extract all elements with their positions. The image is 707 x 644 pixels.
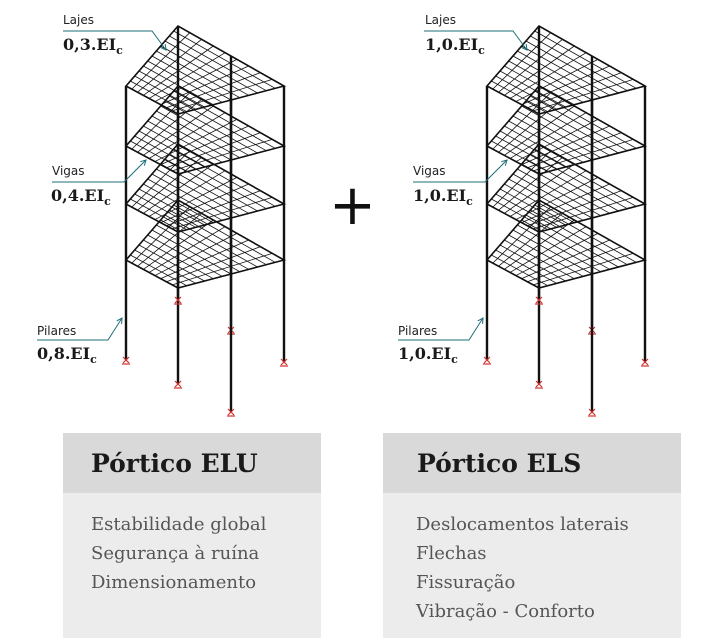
list-item: Fissuração	[416, 572, 516, 593]
slab-grid	[485, 198, 648, 289]
support-icon	[535, 380, 543, 389]
value-pilares-elu: 0,8.EIc	[37, 344, 97, 366]
leader-arrow	[160, 43, 167, 51]
leader-arrow	[521, 43, 528, 51]
plus-operator: +	[329, 173, 376, 238]
label-vigas-elu: Vigas	[52, 164, 85, 178]
support-icon	[588, 408, 596, 417]
value-lajes-els: 1,0.EIc	[425, 35, 485, 57]
leader-line	[63, 30, 167, 51]
label-lajes-elu: Lajes	[63, 13, 95, 27]
support-icon	[174, 380, 182, 389]
leader-line	[413, 159, 508, 183]
leader-arrow	[116, 317, 123, 325]
list-item: Dimensionamento	[91, 572, 257, 593]
slab-grid	[124, 198, 287, 289]
value-vigas-elu: 0,4.EIc	[51, 186, 111, 208]
value-lajes-elu: 0,3.EIc	[63, 35, 123, 57]
card-list-els: Deslocamentos laterais Flechas Fissuraçã…	[383, 493, 681, 638]
card-header-els: Pórtico ELS	[383, 433, 681, 493]
label-lajes-els: Lajes	[425, 13, 457, 27]
value-pilares-els: 1,0.EIc	[398, 344, 458, 366]
support-icon	[174, 296, 182, 305]
list-item: Flechas	[416, 543, 487, 564]
card-list-elu: Estabilidade global Segurança à ruína Di…	[63, 493, 321, 638]
leader-line	[398, 317, 484, 341]
label-pilares-elu: Pilares	[37, 324, 77, 338]
support-icon	[122, 356, 130, 365]
leader-line	[37, 317, 123, 341]
support-icon	[535, 296, 543, 305]
card-portico-elu: Pórtico ELU Estabilidade global Seguranç…	[63, 433, 321, 638]
slab-grid	[124, 142, 287, 233]
list-item: Vibração - Conforto	[416, 601, 595, 622]
support-icon	[483, 356, 491, 365]
card-portico-els: Pórtico ELS Deslocamentos laterais Flech…	[383, 433, 681, 638]
frame-elu-structure	[37, 24, 288, 417]
card-title-els: Pórtico ELS	[417, 449, 582, 478]
leader-arrow	[477, 317, 484, 325]
leader-arrow	[140, 159, 147, 166]
card-header-elu: Pórtico ELU	[63, 433, 321, 493]
label-vigas-els: Vigas	[413, 164, 446, 178]
list-item: Estabilidade global	[91, 514, 267, 535]
leader-line	[424, 30, 528, 51]
leader-line	[52, 159, 147, 183]
leader-arrow	[501, 159, 508, 166]
frame-els-structure	[398, 24, 649, 417]
card-title-elu: Pórtico ELU	[91, 449, 258, 478]
support-icon	[641, 358, 649, 367]
slab-grid	[485, 142, 648, 233]
value-vigas-els: 1,0.EIc	[413, 186, 473, 208]
label-pilares-els: Pilares	[398, 324, 438, 338]
list-item: Segurança à ruína	[91, 543, 260, 564]
support-icon	[227, 408, 235, 417]
support-icon	[280, 358, 288, 367]
list-item: Deslocamentos laterais	[416, 514, 629, 535]
